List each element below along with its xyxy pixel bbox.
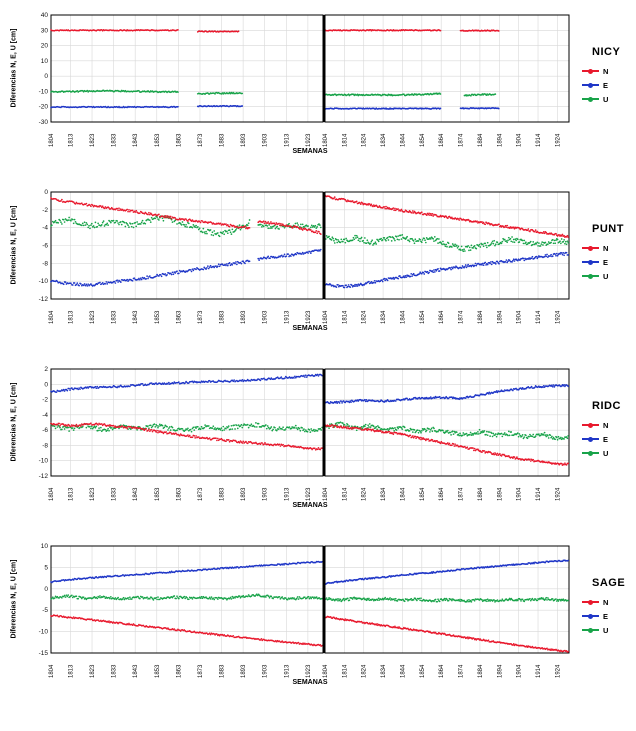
- legend-label-u: U: [603, 448, 609, 458]
- legend-label-e: E: [603, 611, 609, 621]
- legend-label-n: N: [603, 420, 609, 430]
- legend-item-n: N: [582, 421, 608, 430]
- e-series-marker-icon: [582, 613, 599, 619]
- legend-label-n: N: [603, 66, 609, 76]
- legend-item-u: U: [582, 95, 608, 104]
- chart-sage: [21, 541, 573, 683]
- legend-punt: PUNT N E U: [573, 187, 636, 332]
- n-series-marker-icon: [582, 68, 599, 74]
- station-name: PUNT: [592, 223, 624, 235]
- plots-punt: SEMANAS: [21, 187, 573, 332]
- chart-ridc: [21, 364, 573, 506]
- legend-label-u: U: [603, 271, 609, 281]
- chart-nicy: [21, 10, 573, 152]
- legend-label-u: U: [603, 94, 609, 104]
- station-name: RIDC: [592, 400, 621, 412]
- station-name: SAGE: [592, 577, 626, 589]
- y-axis-label: Diferencias N, E, U [cm]: [10, 28, 17, 108]
- station-row-ridc: Diferencias N, E, U [cm] SEMANAS RIDC N …: [6, 364, 636, 509]
- e-series-marker-icon: [582, 82, 599, 88]
- x-axis-label: SEMANAS: [292, 148, 328, 155]
- y-axis-label: Diferencias N, E, U [cm]: [10, 382, 17, 462]
- y-axis-label: Diferencias N, E, U [cm]: [10, 559, 17, 639]
- plots-ridc: SEMANAS: [21, 364, 573, 509]
- y-axis-label: Diferencias N, E, U [cm]: [10, 205, 17, 285]
- legend-label-n: N: [603, 597, 609, 607]
- legend-item-n: N: [582, 598, 608, 607]
- station-name: NICY: [592, 46, 621, 58]
- u-series-marker-icon: [582, 273, 599, 279]
- x-axis-label: SEMANAS: [292, 679, 328, 686]
- plots-nicy: SEMANAS: [21, 10, 573, 155]
- legend-item-u: U: [582, 272, 608, 281]
- x-axis-label: SEMANAS: [292, 502, 328, 509]
- y-axis-label-container: Diferencias N, E, U [cm]: [6, 364, 21, 509]
- station-row-punt: Diferencias N, E, U [cm] SEMANAS PUNT N …: [6, 187, 636, 332]
- legend-nicy: NICY N E U: [573, 10, 636, 155]
- legend-label-u: U: [603, 625, 609, 635]
- legend-item-e: E: [582, 258, 608, 267]
- n-series-marker-icon: [582, 599, 599, 605]
- legend-ridc: RIDC N E U: [573, 364, 636, 509]
- n-series-marker-icon: [582, 245, 599, 251]
- n-series-marker-icon: [582, 422, 599, 428]
- figure: Diferencias N, E, U [cm] SEMANAS NICY N …: [6, 10, 636, 686]
- legend-label-e: E: [603, 434, 609, 444]
- legend-item-u: U: [582, 449, 608, 458]
- legend-sage: SAGE N E U: [573, 541, 636, 686]
- e-series-marker-icon: [582, 259, 599, 265]
- x-axis-label: SEMANAS: [292, 325, 328, 332]
- legend-label-n: N: [603, 243, 609, 253]
- legend-label-e: E: [603, 80, 609, 90]
- legend-item-e: E: [582, 612, 608, 621]
- y-axis-label-container: Diferencias N, E, U [cm]: [6, 541, 21, 686]
- u-series-marker-icon: [582, 96, 599, 102]
- u-series-marker-icon: [582, 627, 599, 633]
- legend-item-e: E: [582, 435, 608, 444]
- plots-sage: SEMANAS: [21, 541, 573, 686]
- legend-item-n: N: [582, 67, 608, 76]
- e-series-marker-icon: [582, 436, 599, 442]
- y-axis-label-container: Diferencias N, E, U [cm]: [6, 10, 21, 155]
- chart-punt: [21, 187, 573, 329]
- station-row-nicy: Diferencias N, E, U [cm] SEMANAS NICY N …: [6, 10, 636, 155]
- legend-item-u: U: [582, 626, 608, 635]
- legend-item-n: N: [582, 244, 608, 253]
- y-axis-label-container: Diferencias N, E, U [cm]: [6, 187, 21, 332]
- u-series-marker-icon: [582, 450, 599, 456]
- legend-label-e: E: [603, 257, 609, 267]
- legend-item-e: E: [582, 81, 608, 90]
- station-row-sage: Diferencias N, E, U [cm] SEMANAS SAGE N …: [6, 541, 636, 686]
